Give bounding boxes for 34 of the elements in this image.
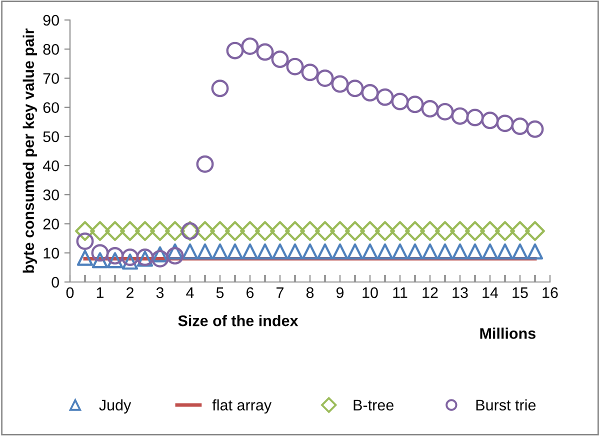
legend-label: B-tree bbox=[354, 400, 394, 411]
x-tick-label: 11 bbox=[393, 287, 408, 298]
x-tick-label: 8 bbox=[306, 287, 314, 298]
x-tick-label: 12 bbox=[422, 287, 438, 298]
x-tick-label: 16 bbox=[542, 287, 558, 298]
text: Millions bbox=[480, 328, 536, 339]
x-tick-label: 1 bbox=[96, 287, 104, 298]
y-tick-label: 30 bbox=[43, 190, 59, 200]
y-tick-label: 60 bbox=[43, 102, 59, 114]
x-tick-label: 4 bbox=[186, 287, 194, 298]
y-tick-label: 20 bbox=[43, 218, 59, 230]
y-tick-label: 0 bbox=[52, 276, 59, 288]
legend-label: Judy bbox=[99, 399, 132, 414]
y-tick-label: 70 bbox=[43, 73, 59, 84]
y-tick-label: 50 bbox=[43, 131, 59, 142]
x-tick-label: 2 bbox=[126, 287, 134, 298]
x-tick-label: 14 bbox=[482, 287, 498, 298]
x-tick-label: 13 bbox=[452, 287, 468, 298]
y-axis-title: byte consumed per key value pair bbox=[22, 28, 38, 273]
y-tick-label: 80 bbox=[43, 44, 59, 55]
y-tick-label: 90 bbox=[43, 14, 59, 26]
x-tick-label: 7 bbox=[276, 287, 284, 298]
x-tick-label: 5 bbox=[216, 287, 224, 298]
legend-label: flat array bbox=[212, 399, 272, 414]
x-tick-label: 15 bbox=[512, 287, 528, 298]
y-tick-label: 10 bbox=[44, 248, 59, 259]
x-tick-label: 6 bbox=[246, 287, 254, 298]
x-tick-label: 10 bbox=[362, 287, 378, 298]
x-tick-label: 0 bbox=[66, 287, 74, 298]
x-tick-label: 9 bbox=[336, 287, 344, 298]
legend-label: Burst trie bbox=[476, 399, 536, 411]
x-axis-title: Size of the index bbox=[178, 314, 298, 326]
x-tick-label: 3 bbox=[156, 287, 164, 298]
y-tick-label: 40 bbox=[42, 160, 59, 172]
